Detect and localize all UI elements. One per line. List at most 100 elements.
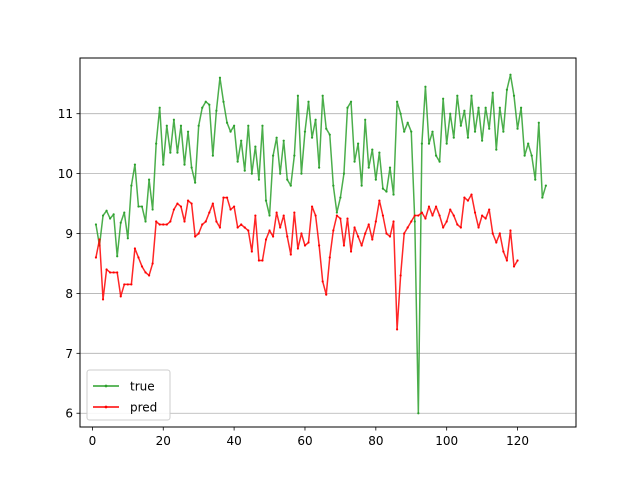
data-point-pred bbox=[371, 238, 374, 241]
data-point-pred bbox=[218, 226, 222, 229]
data-point-true bbox=[495, 148, 498, 151]
data-point-pred bbox=[233, 205, 236, 208]
data-point-true bbox=[541, 196, 544, 199]
data-point-pred bbox=[119, 295, 122, 298]
data-point-true bbox=[349, 100, 353, 103]
data-point-pred bbox=[144, 271, 147, 274]
data-point-true bbox=[282, 139, 285, 142]
data-point-pred bbox=[470, 193, 473, 196]
data-point-pred bbox=[236, 226, 239, 229]
data-point-pred bbox=[257, 259, 261, 262]
y-tick-label: 8 bbox=[65, 287, 73, 301]
data-point-pred bbox=[101, 298, 105, 301]
data-point-true bbox=[466, 136, 470, 139]
data-point-true bbox=[456, 94, 459, 97]
data-point-true bbox=[201, 106, 204, 109]
data-point-true bbox=[307, 100, 310, 103]
data-point-true bbox=[116, 255, 119, 258]
data-point-pred bbox=[250, 250, 253, 253]
data-point-true bbox=[133, 163, 137, 166]
data-point-pred bbox=[147, 274, 151, 277]
data-point-true bbox=[328, 133, 331, 136]
plot-frame bbox=[79, 57, 577, 428]
data-point-true bbox=[183, 163, 186, 166]
data-point-pred bbox=[279, 226, 282, 229]
data-point-true bbox=[109, 217, 112, 220]
data-point-pred bbox=[392, 220, 395, 223]
data-point-true bbox=[488, 127, 491, 130]
data-point-true bbox=[427, 142, 431, 145]
data-point-true bbox=[119, 221, 122, 224]
data-point-true bbox=[165, 124, 168, 127]
data-point-true bbox=[176, 151, 179, 154]
data-point-true bbox=[155, 142, 158, 145]
data-point-pred bbox=[179, 205, 183, 208]
data-point-true bbox=[130, 184, 133, 187]
x-tick-label: 60 bbox=[297, 434, 312, 448]
data-point-pred bbox=[431, 214, 434, 217]
data-point-pred bbox=[310, 205, 314, 208]
data-point-pred bbox=[473, 211, 477, 214]
series-line-true bbox=[95, 74, 547, 414]
legend-marker-pred bbox=[104, 405, 108, 409]
data-point-pred bbox=[176, 202, 179, 205]
data-point-pred bbox=[498, 232, 501, 235]
data-point-pred bbox=[261, 259, 264, 262]
data-point-pred bbox=[502, 250, 505, 253]
data-point-pred bbox=[204, 220, 207, 223]
data-point-true bbox=[498, 106, 501, 109]
series-true bbox=[94, 73, 547, 415]
data-point-true bbox=[126, 237, 129, 240]
data-point-pred bbox=[445, 220, 448, 223]
data-point-true bbox=[211, 154, 214, 157]
data-point-true bbox=[385, 190, 388, 193]
data-point-true bbox=[261, 124, 264, 127]
data-point-pred bbox=[360, 244, 363, 247]
data-point-true bbox=[310, 136, 314, 139]
data-point-true bbox=[417, 412, 420, 415]
data-point-pred bbox=[332, 229, 335, 232]
data-point-pred bbox=[491, 232, 494, 235]
data-point-pred bbox=[484, 217, 487, 220]
data-point-true bbox=[303, 130, 307, 133]
data-point-true bbox=[360, 184, 363, 187]
data-point-true bbox=[399, 112, 402, 115]
data-point-pred bbox=[459, 226, 462, 229]
data-point-pred bbox=[183, 220, 186, 223]
data-point-pred bbox=[449, 208, 452, 211]
data-point-true bbox=[410, 130, 413, 133]
data-point-true bbox=[314, 118, 317, 121]
data-point-true bbox=[112, 213, 115, 216]
data-point-true bbox=[470, 94, 473, 97]
data-point-pred bbox=[105, 268, 108, 271]
data-point-pred bbox=[346, 217, 349, 220]
data-point-pred bbox=[116, 271, 119, 274]
data-point-pred bbox=[169, 220, 172, 223]
x-tick-label: 0 bbox=[89, 434, 97, 448]
data-point-pred bbox=[211, 202, 214, 205]
data-point-true bbox=[169, 151, 172, 154]
x-tick-label: 80 bbox=[368, 434, 383, 448]
data-point-true bbox=[105, 209, 108, 212]
series-layer bbox=[94, 73, 547, 415]
legend-label-pred: pred bbox=[130, 401, 157, 415]
data-point-true bbox=[491, 91, 494, 94]
data-point-true bbox=[296, 94, 299, 97]
data-point-pred bbox=[353, 226, 356, 229]
data-point-pred bbox=[357, 235, 360, 238]
data-point-true bbox=[484, 106, 487, 109]
data-point-pred bbox=[413, 214, 416, 217]
data-point-pred bbox=[190, 202, 193, 205]
data-point-true bbox=[392, 193, 395, 196]
data-point-pred bbox=[243, 226, 246, 229]
x-tick-label: 100 bbox=[435, 434, 458, 448]
data-point-true bbox=[208, 103, 211, 106]
data-point-pred bbox=[466, 199, 470, 202]
data-point-true bbox=[225, 121, 229, 124]
data-point-true bbox=[516, 127, 519, 130]
legend-marker-true bbox=[104, 384, 108, 388]
data-point-true bbox=[123, 211, 126, 214]
data-point-true bbox=[445, 142, 448, 145]
data-point-true bbox=[101, 214, 105, 217]
